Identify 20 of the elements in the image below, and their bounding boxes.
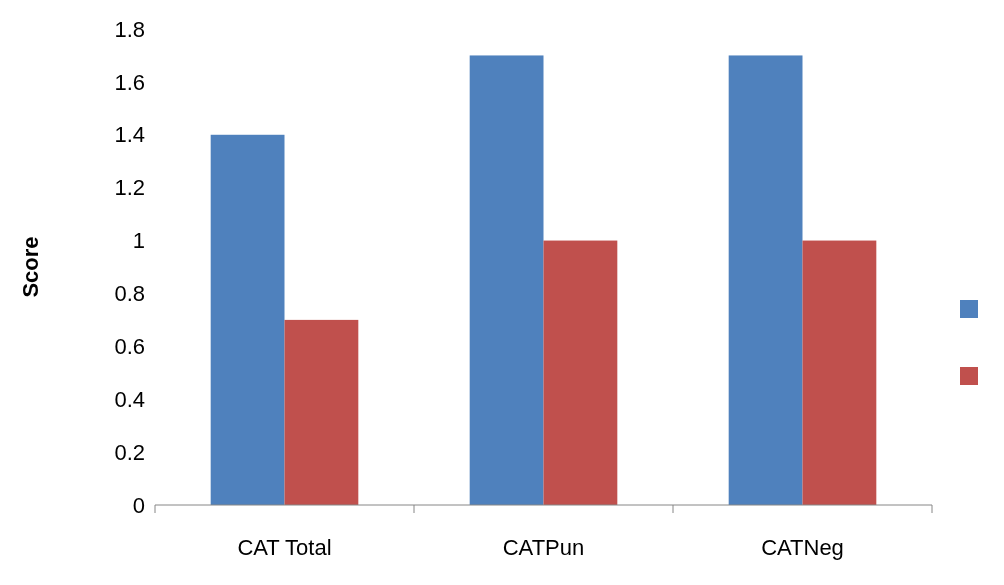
y-tick-label: 1.6: [114, 69, 145, 95]
x-tick-label: CATPun: [502, 535, 585, 560]
y-tick-label: 1.4: [114, 122, 145, 148]
x-tick-label: CATNeg: [761, 535, 844, 560]
bar: [728, 55, 803, 505]
y-tick-label: 1.2: [114, 175, 145, 201]
bar: [802, 240, 877, 505]
bar: [469, 55, 544, 505]
x-tick-label: CAT Total: [237, 535, 332, 560]
y-axis-title: Score: [18, 236, 43, 298]
y-tick-label: 0: [132, 492, 145, 518]
y-tick-label: 1: [132, 228, 145, 254]
y-tick-label: 0.4: [114, 386, 145, 412]
y-tick-label: 1.8: [114, 16, 145, 42]
bar: [543, 240, 618, 505]
y-tick-label: 0.6: [114, 334, 145, 360]
bar: [210, 134, 285, 505]
bar: [284, 319, 359, 505]
y-tick-label: 0.2: [114, 439, 145, 465]
y-tick-label: 0.8: [114, 281, 145, 307]
